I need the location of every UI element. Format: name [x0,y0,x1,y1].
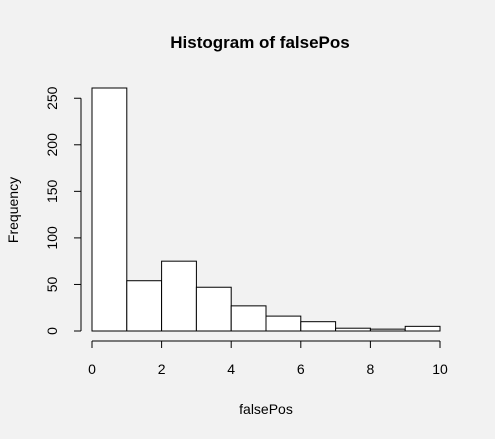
histogram-bar-1 [126,280,163,332]
x-tick-label: 10 [432,361,448,377]
y-axis-label: Frequency [5,177,21,243]
histogram-bar-7 [335,327,371,332]
x-tick-label: 0 [88,361,96,377]
y-tick-label: 250 [44,86,60,110]
x-tick-label: 2 [158,361,166,377]
histogram-bar-6 [300,321,337,332]
histogram-bar-8 [369,328,406,332]
y-tick-label: 100 [44,226,60,250]
histogram-bar-0 [91,87,128,332]
histogram-bar-3 [195,286,232,332]
x-tick-label: 6 [297,361,305,377]
y-tick-label: 0 [44,327,60,335]
bars-group [91,87,441,332]
chart-title: Histogram of falsePos [170,33,350,52]
x-axis: 0 2 4 6 8 10 [88,340,448,377]
y-tick-label: 50 [44,276,60,292]
y-tick-label: 150 [44,179,60,203]
x-axis-label: falsePos [239,401,293,417]
y-axis: 0 50 100 150 200 250 [44,86,82,335]
x-tick-label: 4 [227,361,235,377]
histogram-bar-4 [230,305,267,332]
histogram-bar-5 [265,315,302,332]
x-tick-label: 8 [367,361,375,377]
y-tick-label: 200 [44,133,60,157]
histogram-bar-2 [161,260,197,332]
histogram-bar-9 [404,325,441,332]
